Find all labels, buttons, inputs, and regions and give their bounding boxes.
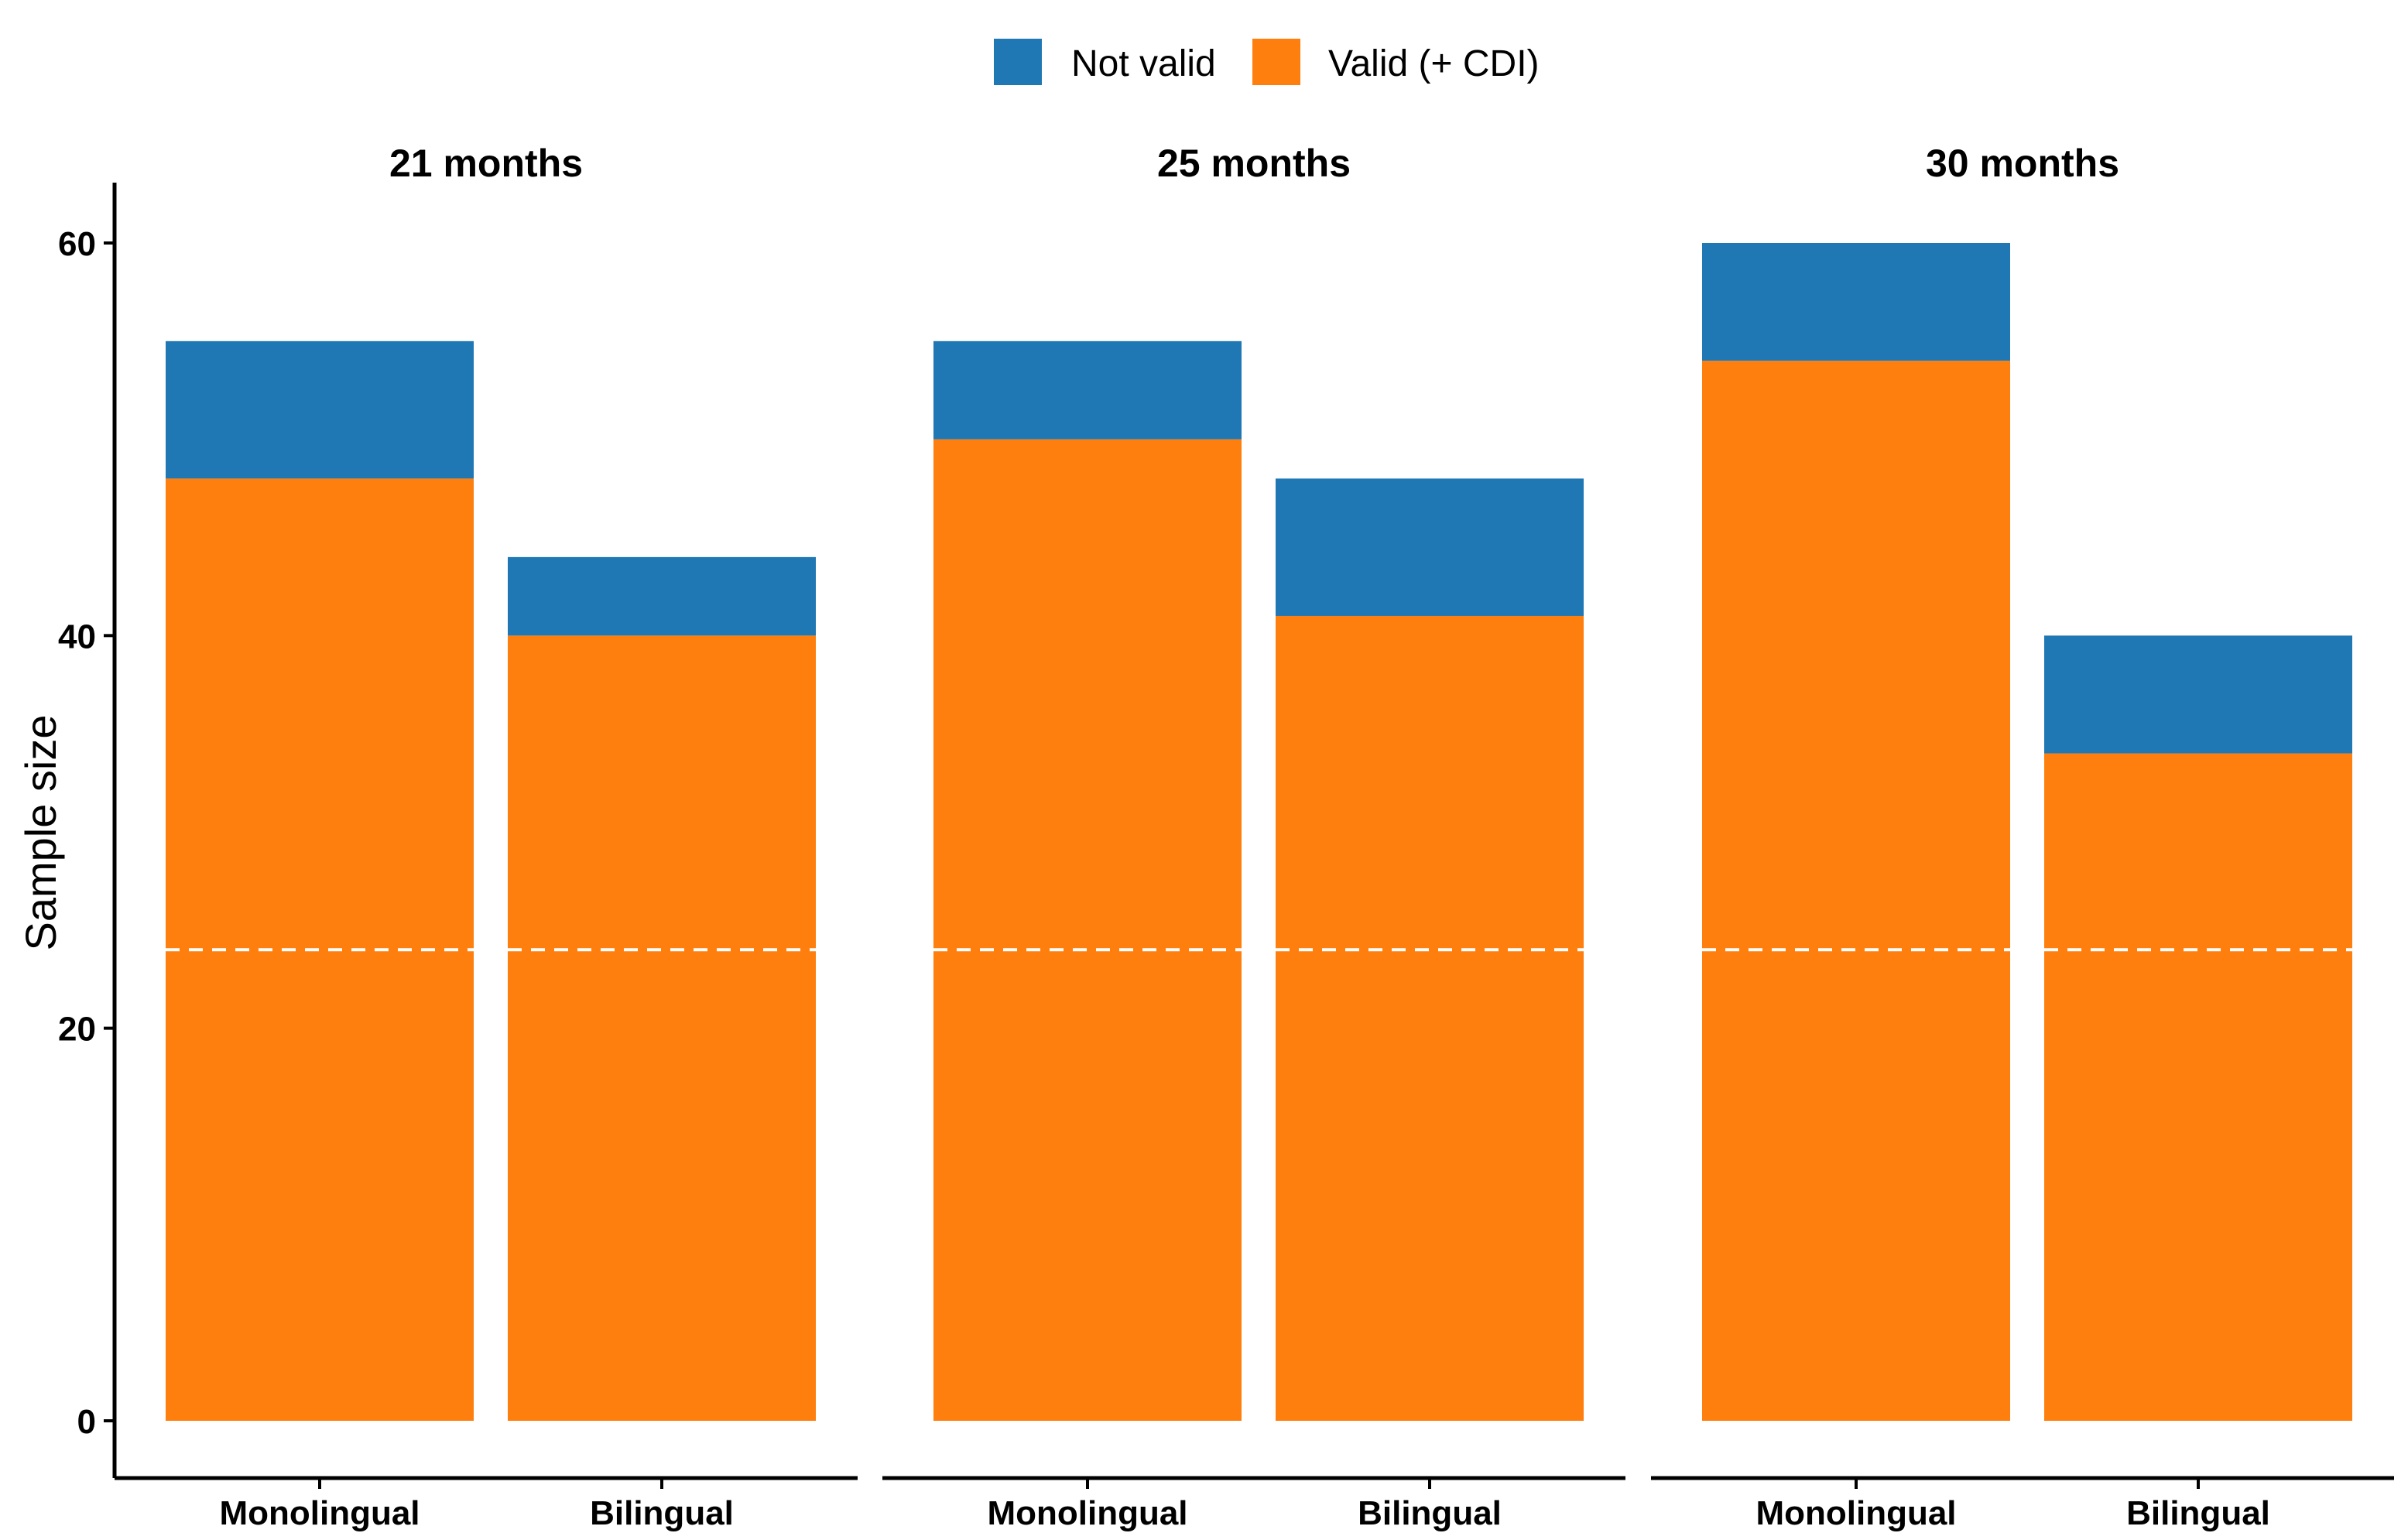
x-tick-label-monolingual: Monolingual xyxy=(219,1494,420,1532)
legend-swatch-valid-cdi xyxy=(1252,39,1300,85)
bar-21-months-bilingual-valid-cdi xyxy=(508,635,816,1421)
y-tick-label: 60 xyxy=(58,225,96,263)
x-tick-label-monolingual: Monolingual xyxy=(1755,1494,1956,1532)
bar-21-months-monolingual-not-valid xyxy=(166,340,474,479)
facets: 21 months Monolingual Bilingual 25 months Mo… xyxy=(115,142,2394,1532)
facet-title: 21 months xyxy=(389,142,583,185)
y-tick-label: 0 xyxy=(77,1403,96,1441)
bar-30-months-bilingual-not-valid xyxy=(2044,635,2352,754)
x-tick-label-bilingual: Bilingual xyxy=(590,1494,734,1532)
bar-25-months-monolingual-valid-cdi xyxy=(933,439,1242,1421)
bar-25-months-bilingual-valid-cdi xyxy=(1276,615,1584,1421)
facet-25-months: 25 months Monolingual Bilingual xyxy=(882,142,1625,1532)
y-axis: 0 20 40 60 xyxy=(58,183,117,1478)
legend-swatch-not-valid xyxy=(994,39,1042,85)
facet-21-months: 21 months Monolingual Bilingual xyxy=(115,142,858,1532)
facet-30-months: 30 months Monolingual Bilingual xyxy=(1651,142,2394,1532)
x-tick-label-bilingual: Bilingual xyxy=(2126,1494,2270,1532)
bar-25-months-bilingual-not-valid xyxy=(1276,478,1584,616)
x-tick-label-monolingual: Monolingual xyxy=(987,1494,1187,1532)
bar-30-months-bilingual-valid-cdi xyxy=(2044,753,2352,1421)
legend-label-not-valid: Not valid xyxy=(1071,43,1216,84)
bar-30-months-monolingual-valid-cdi xyxy=(1702,361,2010,1422)
facet-title: 25 months xyxy=(1157,142,1351,185)
x-tick-label-bilingual: Bilingual xyxy=(1358,1494,1502,1532)
legend-label-valid-cdi: Valid (+ CDI) xyxy=(1328,43,1540,84)
y-axis-title: Sample size xyxy=(16,714,65,950)
bar-30-months-monolingual-not-valid xyxy=(1702,243,2010,361)
bar-21-months-bilingual-not-valid xyxy=(508,556,816,636)
y-tick-label: 40 xyxy=(58,618,96,655)
legend: Not valid Valid (+ CDI) xyxy=(994,39,1540,85)
facet-title: 30 months xyxy=(1926,142,2119,185)
y-tick-label: 20 xyxy=(58,1011,96,1049)
bar-25-months-monolingual-not-valid xyxy=(933,340,1242,440)
